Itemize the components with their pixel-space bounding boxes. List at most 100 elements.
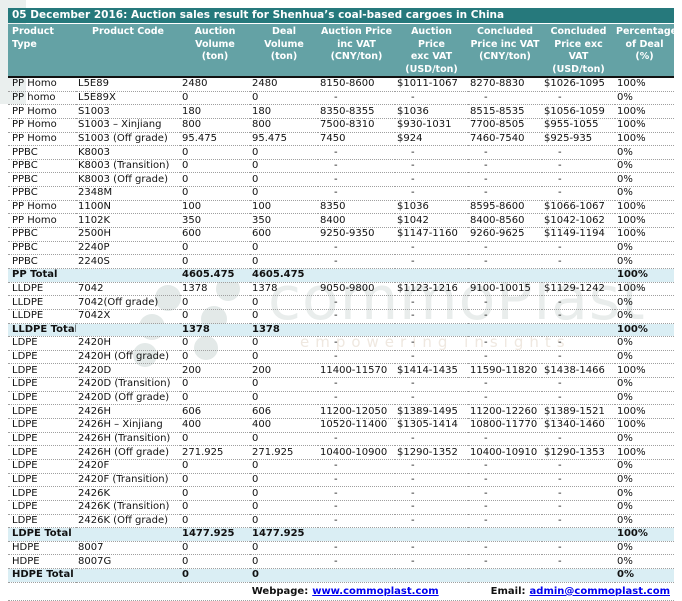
table-cell: 0 <box>180 541 250 556</box>
table-cell <box>318 527 395 542</box>
table-cell: $1042-1062 <box>542 213 615 229</box>
table-cell: 2240P <box>76 241 180 256</box>
table-cell: - <box>318 459 395 474</box>
table-cell: 0% <box>615 350 674 365</box>
table-cell: - <box>542 391 615 406</box>
table-cell: 8400-8560 <box>468 213 542 229</box>
email-link[interactable]: admin@commoplast.com <box>529 585 670 597</box>
table-cell: - <box>542 554 615 570</box>
table-cell: 100% <box>615 118 674 133</box>
table-cell: - <box>468 309 542 324</box>
table-cell <box>542 268 615 283</box>
col-header-auction-price-inc: Auction Price inc VAT (CNY/ton) <box>318 24 395 78</box>
table-cell: - <box>542 309 615 324</box>
table-row: LDPE 2420F 0 0- - - -0% <box>8 459 674 474</box>
table-cell: - <box>318 254 395 269</box>
table-cell: PPBC <box>8 172 76 188</box>
table-row: PPBC 2500H 600 600 9250-9350 $1147-1160 9260-9… <box>8 227 674 242</box>
table-cell: 2426H (Transition) <box>76 432 180 447</box>
table-cell: 0% <box>615 145 674 160</box>
table-cell: PP Homo <box>8 200 76 215</box>
col-header-deal-volume: Deal Volume (ton) <box>250 24 318 78</box>
table-cell: 0 <box>180 568 250 583</box>
table-cell: - <box>468 541 542 556</box>
table-cell: $1026-1095 <box>542 77 615 92</box>
table-cell: - <box>395 159 468 174</box>
table-cell: S1003 (Off grade) <box>76 132 180 147</box>
table-cell: 0% <box>615 500 674 515</box>
table-row: PP homo L5E89X 0 0- - - -0% <box>8 91 674 106</box>
table-cell: 1477.925 <box>250 527 318 542</box>
table-cell: 10400-10910 <box>468 445 542 460</box>
table-cell: PP Homo <box>8 213 76 229</box>
table-cell: 7460-7540 <box>468 132 542 147</box>
table-row: LDPE 2420H (Off grade) 0 0- - - -0% <box>8 350 674 365</box>
table-cell: 8595-8600 <box>468 200 542 215</box>
table-cell: - <box>542 350 615 365</box>
table-cell: - <box>318 145 395 160</box>
table-cell <box>318 268 395 283</box>
table-cell: - <box>542 159 615 174</box>
table-cell <box>76 268 180 283</box>
table-cell: 2348M <box>76 186 180 201</box>
table-cell: $1042 <box>395 213 468 229</box>
table-cell: 8400 <box>318 213 395 229</box>
table-cell: 9100-10015 <box>468 282 542 297</box>
table-cell: 9250-9350 <box>318 227 395 242</box>
table-cell: - <box>542 473 615 488</box>
table-cell: - <box>395 473 468 488</box>
table-cell: $1056-1059 <box>542 104 615 119</box>
table-cell: - <box>318 186 395 201</box>
table-cell: 0 <box>250 145 318 160</box>
table-cell: 0% <box>615 432 674 447</box>
table-cell: $924 <box>395 132 468 147</box>
table-cell: $1340-1460 <box>542 418 615 433</box>
table-cell: $925-935 <box>542 132 615 147</box>
table-cell: - <box>468 473 542 488</box>
table-cell: - <box>395 186 468 201</box>
table-cell: 0% <box>615 254 674 269</box>
table-cell: 0 <box>250 459 318 474</box>
table-header: Product Type Product Code Auction Volume… <box>8 24 677 78</box>
table-cell: 0% <box>615 241 674 256</box>
table-cell <box>395 268 468 283</box>
table-cell: 600 <box>250 227 318 242</box>
table-cell: 100% <box>615 268 674 283</box>
table-row: LDPE 2426H – Xinjiang 400 400 10520-11400 $13… <box>8 418 674 433</box>
total-row: LDPE Total 1477.925 1477.925 100% <box>8 527 674 542</box>
table-cell: 1378 <box>180 323 250 338</box>
table-cell: - <box>468 254 542 269</box>
table-cell: - <box>542 541 615 556</box>
table-cell: 100% <box>615 132 674 147</box>
table-cell: LDPE <box>8 363 76 379</box>
table-row: PPBC 2348M 0 0- - - -0% <box>8 186 674 201</box>
table-cell: PPBC <box>8 186 76 201</box>
table-cell: 7500-8310 <box>318 118 395 133</box>
table-row: LDPE 2426H 606 606 11200-12050 $1389-1495 1120… <box>8 404 674 420</box>
table-cell: 2426K <box>76 486 180 501</box>
col-header-product-type: Product Type <box>8 24 76 78</box>
table-cell: PPBC <box>8 254 76 269</box>
table-cell: 1100N <box>76 200 180 215</box>
table-cell <box>318 568 395 583</box>
table-cell: 2420D (Transition) <box>76 377 180 392</box>
table-cell: - <box>468 432 542 447</box>
table-cell: 2480 <box>250 77 318 92</box>
table-cell: 11590-11820 <box>468 363 542 379</box>
table-cell: 0% <box>615 541 674 556</box>
table-cell: 9260-9625 <box>468 227 542 242</box>
webpage-link[interactable]: www.commoplast.com <box>312 585 439 597</box>
table-row: LDPE 2426K (Transition) 0 0- - - -0% <box>8 500 674 515</box>
table-row: HDPE 8007G 0 0- - - -0% <box>8 554 674 570</box>
table-cell: 0% <box>615 391 674 406</box>
table-cell: 7450 <box>318 132 395 147</box>
footer-webpage: Webpage: www.commoplast.com <box>252 586 439 597</box>
table-cell: HDPE <box>8 554 76 570</box>
table-cell <box>542 568 615 583</box>
table-cell: - <box>318 554 395 570</box>
table-cell: - <box>542 377 615 392</box>
table-cell: 0 <box>180 172 250 188</box>
table-cell: 800 <box>180 118 250 133</box>
table-cell: 180 <box>250 104 318 119</box>
table-cell: 1378 <box>250 282 318 297</box>
